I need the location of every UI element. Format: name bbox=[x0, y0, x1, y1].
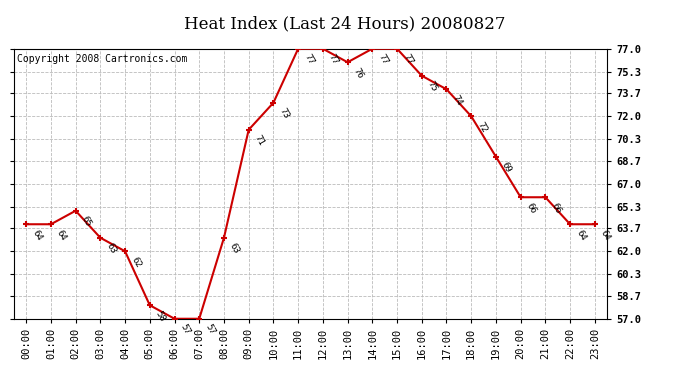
Text: 64: 64 bbox=[55, 228, 68, 242]
Text: 65: 65 bbox=[80, 215, 93, 229]
Text: 74: 74 bbox=[451, 93, 464, 107]
Text: Heat Index (Last 24 Hours) 20080827: Heat Index (Last 24 Hours) 20080827 bbox=[184, 15, 506, 32]
Text: 62: 62 bbox=[129, 255, 142, 269]
Text: 73: 73 bbox=[277, 107, 290, 121]
Text: 77: 77 bbox=[302, 53, 315, 67]
Text: 75: 75 bbox=[426, 80, 439, 94]
Text: 64: 64 bbox=[599, 228, 612, 242]
Text: 76: 76 bbox=[352, 66, 365, 80]
Text: 64: 64 bbox=[30, 228, 43, 242]
Text: 71: 71 bbox=[253, 134, 266, 148]
Text: 72: 72 bbox=[475, 120, 489, 134]
Text: 69: 69 bbox=[500, 161, 513, 175]
Text: 77: 77 bbox=[401, 53, 415, 67]
Text: 57: 57 bbox=[204, 323, 217, 337]
Text: 63: 63 bbox=[228, 242, 242, 256]
Text: 57: 57 bbox=[179, 323, 192, 337]
Text: 64: 64 bbox=[574, 228, 587, 242]
Text: 66: 66 bbox=[549, 201, 563, 215]
Text: 58: 58 bbox=[154, 309, 167, 323]
Text: 66: 66 bbox=[525, 201, 538, 215]
Text: Copyright 2008 Cartronics.com: Copyright 2008 Cartronics.com bbox=[17, 54, 187, 64]
Text: 77: 77 bbox=[377, 53, 390, 67]
Text: 77: 77 bbox=[327, 53, 340, 67]
Text: 63: 63 bbox=[104, 242, 118, 256]
